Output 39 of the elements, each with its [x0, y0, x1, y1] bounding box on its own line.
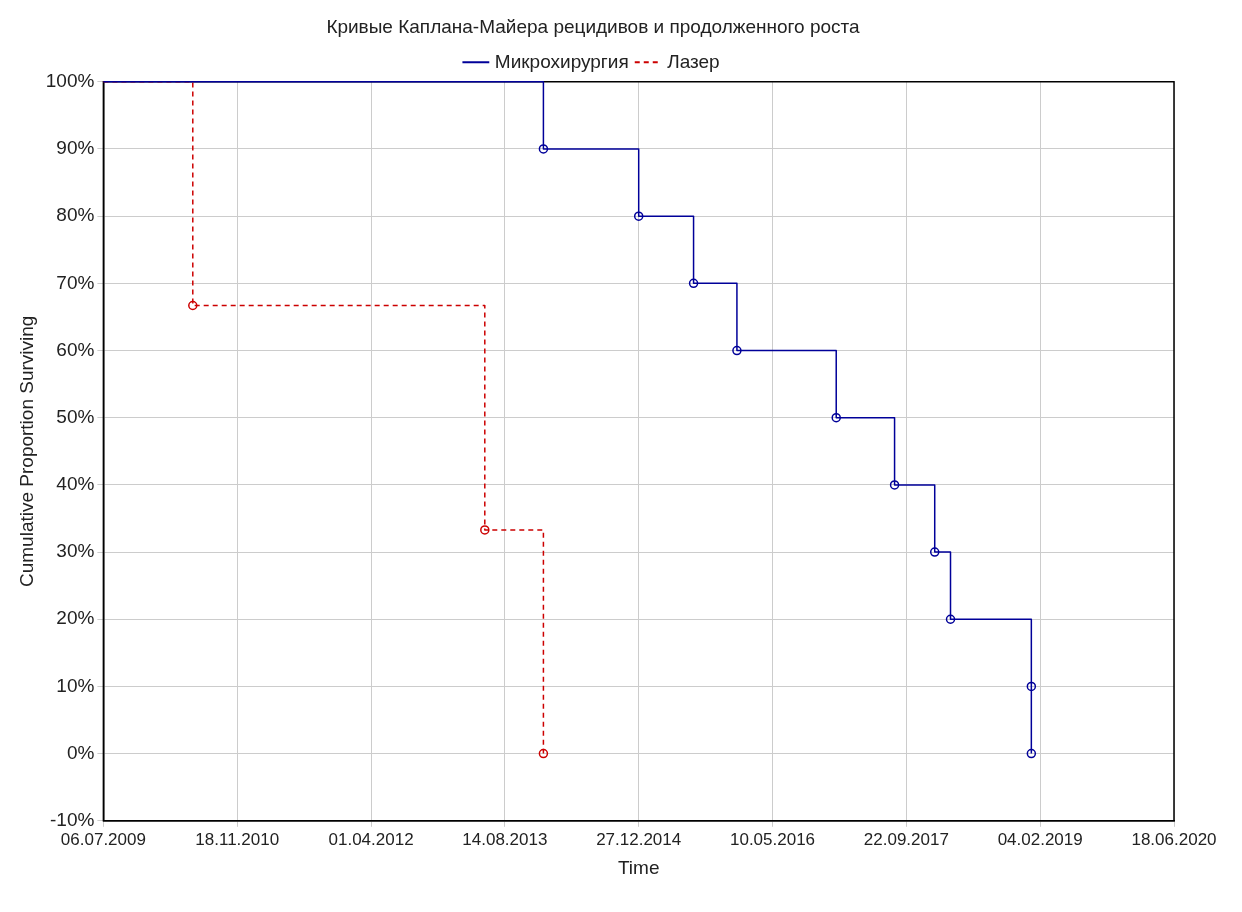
- point: [688, 278, 699, 289]
- x-tick-label: 14.08.2013: [462, 829, 548, 849]
- point: [1026, 748, 1037, 759]
- y-axis-title: Cumulative Proportion Surviving: [15, 315, 37, 587]
- point: [889, 480, 900, 490]
- x-tick-label: 10.05.2016: [729, 829, 816, 849]
- y-tick-label: 100%: [45, 70, 95, 92]
- x-tick-label: 06.07.2009: [60, 829, 146, 849]
- x-tick-label: 22.09.2017: [863, 829, 949, 849]
- point: [1026, 681, 1037, 692]
- point: [188, 300, 198, 311]
- x-tick-label: 18.06.2020: [1131, 829, 1217, 849]
- legend-label: Микрохирургия: [494, 50, 629, 72]
- y-tick-label: 60%: [56, 338, 95, 360]
- point: [945, 614, 956, 625]
- point: [480, 525, 490, 535]
- y-tick-label: -10%: [50, 809, 95, 831]
- point: [732, 345, 742, 356]
- y-tick-label: 90%: [56, 137, 95, 159]
- x-tick-label: 04.02.2019: [997, 829, 1083, 849]
- y-tick-label: 50%: [56, 405, 95, 427]
- legend-label: Лазер: [667, 50, 720, 72]
- x-tick-label: 27.12.2014: [596, 829, 682, 849]
- y-tick-label: 40%: [56, 473, 95, 495]
- y-tick-label: 0%: [66, 741, 95, 763]
- point: [929, 547, 940, 557]
- y-tick-label: 70%: [56, 271, 95, 293]
- point: [538, 144, 549, 154]
- point: [831, 412, 841, 423]
- chart-title: Кривые Каплана-Майера рецидивов и продолженного роста: [326, 15, 861, 37]
- y-tick-label: 20%: [56, 607, 95, 629]
- point: [538, 748, 549, 759]
- x-tick-label: 18.11.2010: [195, 829, 280, 849]
- y-tick-label: 30%: [56, 540, 95, 562]
- point: [633, 211, 644, 221]
- y-tick-label: 80%: [56, 204, 95, 226]
- x-tick-label: 01.04.2012: [328, 829, 414, 849]
- y-tick-label: 10%: [56, 674, 95, 696]
- x-axis-title: Time: [617, 856, 660, 878]
